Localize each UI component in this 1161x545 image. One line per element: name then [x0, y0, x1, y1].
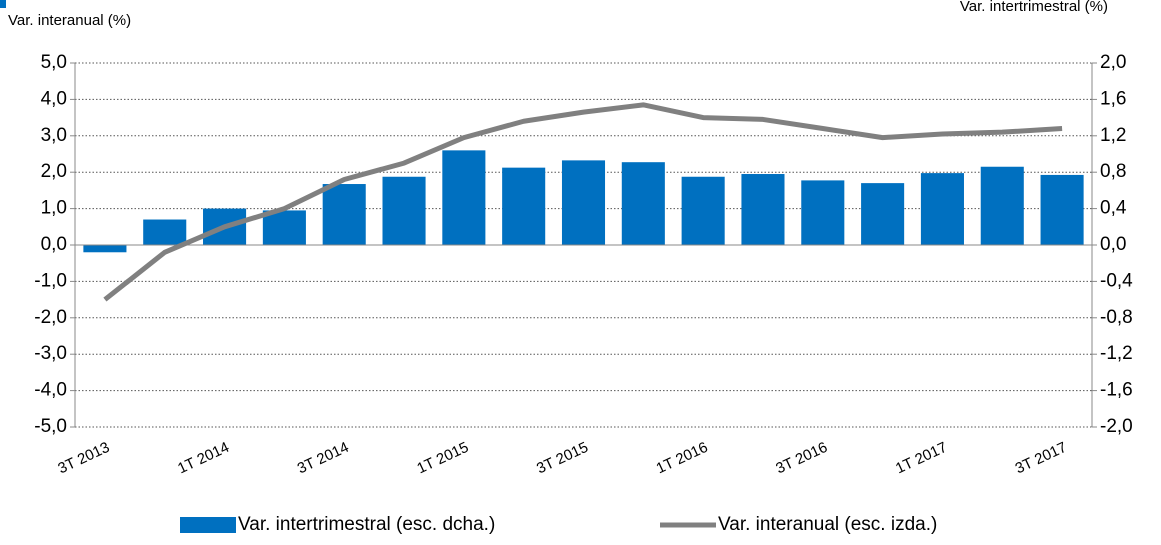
y2-tick-label: 0,8: [1100, 161, 1126, 182]
y2-tick-label: -2,0: [1100, 416, 1133, 437]
y2-axis-title: Var. intertrimestral (%): [960, 0, 1108, 15]
x-tick-label: 1T 2017: [893, 439, 950, 478]
bar: [502, 167, 546, 245]
bar: [262, 210, 306, 245]
x-tick-label: 3T 2015: [534, 439, 591, 478]
bar: [980, 166, 1024, 245]
x-tick-label: 3T 2016: [773, 439, 830, 478]
y2-tick-label: -0,4: [1100, 270, 1133, 291]
bar: [143, 219, 187, 245]
y-tick-label: 2,0: [41, 161, 67, 182]
y-tick-label: -5,0: [34, 416, 67, 437]
bar: [322, 184, 366, 245]
bar: [681, 176, 725, 245]
bar: [561, 160, 606, 245]
y2-tick-label: 0,0: [1100, 234, 1126, 255]
y2-tick-label: 1,2: [1100, 125, 1126, 146]
y-tick-label: 4,0: [41, 88, 67, 109]
y-tick-label: -4,0: [34, 380, 67, 401]
line: [103, 102, 1063, 302]
bar: [920, 173, 964, 245]
bar: [741, 174, 785, 245]
y-tick-label: 3,0: [41, 125, 67, 146]
x-tick-label: 1T 2016: [654, 439, 711, 478]
legend-label: Var. interanual (esc. izda.): [718, 514, 937, 535]
bar: [801, 180, 845, 245]
y-tick-label: -3,0: [34, 343, 67, 364]
y2-tick-label: 0,4: [1100, 198, 1127, 219]
x-tick-label: 1T 2015: [414, 439, 471, 478]
y-tick-label: 5,0: [41, 52, 67, 73]
x-tick-label: 3T 2017: [1013, 439, 1070, 478]
y-tick-label: -2,0: [34, 307, 67, 328]
y2-tick-label: -0,8: [1100, 307, 1133, 328]
y2-tick-label: -1,2: [1100, 343, 1133, 364]
y-tick-label: 1,0: [41, 198, 67, 219]
corner-mark: [0, 0, 6, 8]
x-tick-label: 1T 2014: [175, 439, 232, 478]
bar: [861, 183, 905, 245]
y2-tick-label: 1,6: [1100, 88, 1126, 109]
bar: [442, 150, 486, 245]
y-axis-title: Var. interanual (%): [8, 12, 131, 29]
bar: [83, 245, 127, 253]
legend-label: Var. intertrimestral (esc. dcha.): [238, 514, 495, 535]
x-tick-label: 3T 2014: [295, 439, 352, 478]
bar: [1040, 174, 1084, 245]
y-tick-label: 0,0: [41, 234, 67, 255]
y2-tick-label: 2,0: [1100, 52, 1126, 73]
y2-tick-label: -1,6: [1100, 380, 1133, 401]
y-tick-label: -1,0: [34, 270, 67, 291]
legend-swatch: [180, 517, 236, 533]
bar: [382, 176, 426, 245]
bar: [621, 162, 665, 245]
x-tick-label: 3T 2013: [55, 439, 112, 478]
